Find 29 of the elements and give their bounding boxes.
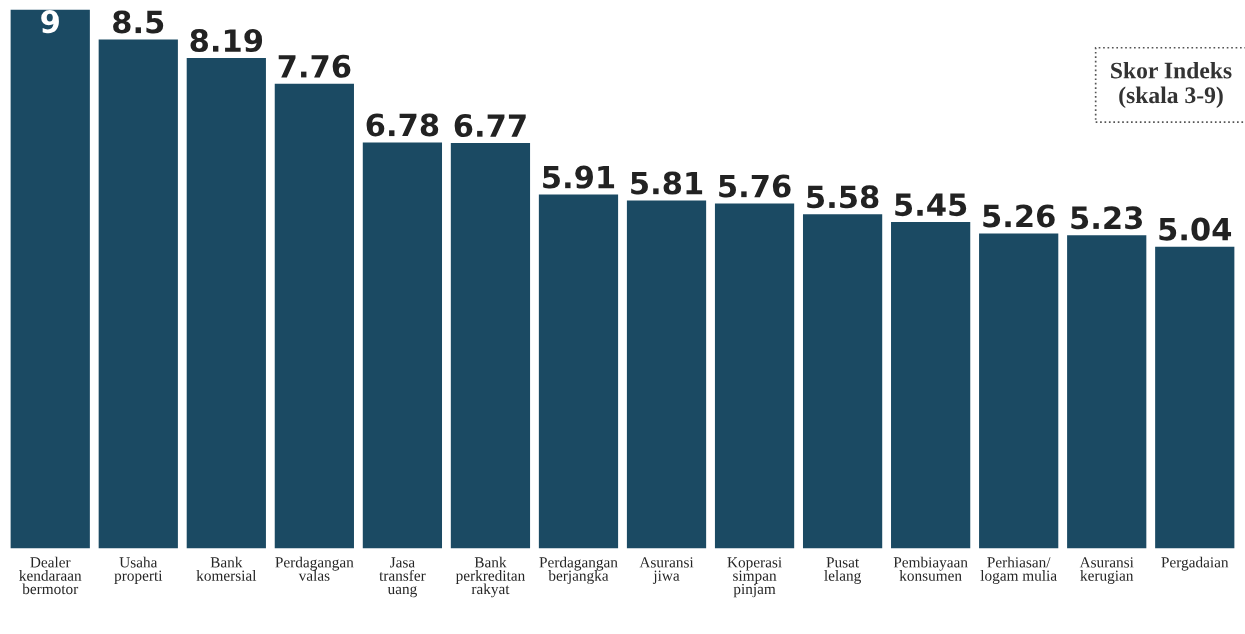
x-tick-label: Perdagangan berjangka <box>539 556 618 585</box>
x-tick-label: Usaha properti <box>114 556 163 584</box>
annotation: Skor Indeks (skala 3-9) <box>1111 61 1232 109</box>
x-tick-label: Bank komersial <box>196 556 257 581</box>
x-tick-label: Asuransi kerugian <box>1079 557 1134 584</box>
x-tick-label: Jasa transfer uang <box>379 557 426 598</box>
x-tick-label: Pusat lelang <box>824 557 861 584</box>
data-label: 6.78 <box>366 113 439 137</box>
data-label: 5.45 <box>895 193 967 217</box>
data-label: 5.76 <box>719 174 791 198</box>
data-label: 5.58 <box>807 185 879 209</box>
x-tick-label: Perdagangan valas <box>275 556 354 581</box>
x-tick-label: Perhiasan/ logam mulia <box>980 556 1057 584</box>
x-tick-label: Dealer kendaraan bermotor <box>19 556 82 595</box>
data-label: 7.76 <box>278 54 351 78</box>
data-label: 5.81 <box>631 171 703 195</box>
data-label: 5.26 <box>983 204 1055 228</box>
data-label: 5.23 <box>1071 206 1142 230</box>
data-label: 5.04 <box>1159 217 1232 241</box>
data-label: 9 <box>41 10 59 34</box>
x-tick-label: Asuransi jiwa <box>639 557 694 584</box>
x-tick-label: Koperasi simpan pinjam <box>727 557 782 598</box>
data-label: 6.77 <box>454 114 526 138</box>
x-tick-label: Bank perkreditan rakyat <box>455 556 525 598</box>
data-label: 8.19 <box>190 28 263 53</box>
data-label: 5.91 <box>543 165 615 189</box>
data-label: 8.5 <box>113 10 164 34</box>
x-tick-label: Pembiayaan konsumen <box>893 556 968 581</box>
x-tick-label: Pergadaian <box>1161 556 1229 571</box>
